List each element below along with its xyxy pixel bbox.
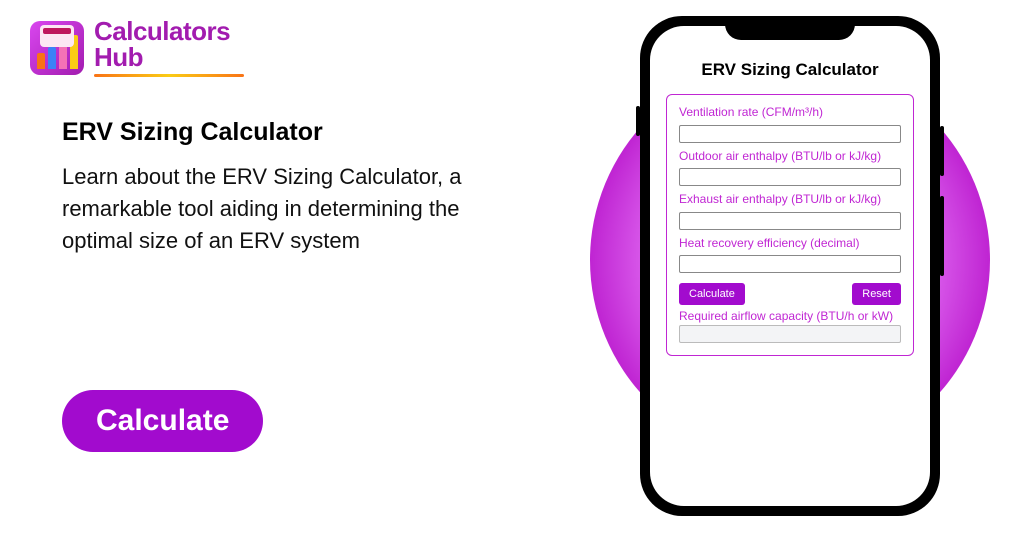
field-label-exhaust-enthalpy: Exhaust air enthalpy (BTU/lb or kJ/kg) <box>679 192 901 208</box>
phone-notch <box>725 16 855 40</box>
logo-text: Calculators Hub <box>94 18 244 77</box>
logo-icon <box>30 21 84 75</box>
brand-logo: Calculators Hub <box>30 18 244 77</box>
phone-side-button <box>636 106 640 136</box>
calculate-cta-button[interactable]: Calculate <box>62 390 263 452</box>
outdoor-enthalpy-input[interactable] <box>679 168 901 186</box>
reset-button[interactable]: Reset <box>852 283 901 305</box>
ventilation-rate-input[interactable] <box>679 125 901 143</box>
brand-name-line1: Calculators <box>94 18 244 44</box>
app-title: ERV Sizing Calculator <box>666 60 914 80</box>
button-row: Calculate Reset <box>679 283 901 305</box>
calculator-form: Ventilation rate (CFM/m³/h) Outdoor air … <box>666 94 914 356</box>
phone-side-button <box>940 126 944 176</box>
brand-name-line2: Hub <box>94 44 244 70</box>
hero-content: ERV Sizing Calculator Learn about the ER… <box>62 118 522 257</box>
result-output <box>679 325 901 343</box>
result-label: Required airflow capacity (BTU/h or kW) <box>679 309 901 325</box>
logo-underline <box>94 74 244 77</box>
phone-side-button <box>940 196 944 276</box>
phone-mockup: ERV Sizing Calculator Ventilation rate (… <box>640 16 940 516</box>
field-label-ventilation: Ventilation rate (CFM/m³/h) <box>679 105 901 121</box>
field-label-outdoor-enthalpy: Outdoor air enthalpy (BTU/lb or kJ/kg) <box>679 149 901 165</box>
page-title: ERV Sizing Calculator <box>62 118 522 147</box>
page-description: Learn about the ERV Sizing Calculator, a… <box>62 161 522 257</box>
phone-screen: ERV Sizing Calculator Ventilation rate (… <box>650 26 930 506</box>
field-label-efficiency: Heat recovery efficiency (decimal) <box>679 236 901 252</box>
calculate-button[interactable]: Calculate <box>679 283 745 305</box>
exhaust-enthalpy-input[interactable] <box>679 212 901 230</box>
efficiency-input[interactable] <box>679 255 901 273</box>
